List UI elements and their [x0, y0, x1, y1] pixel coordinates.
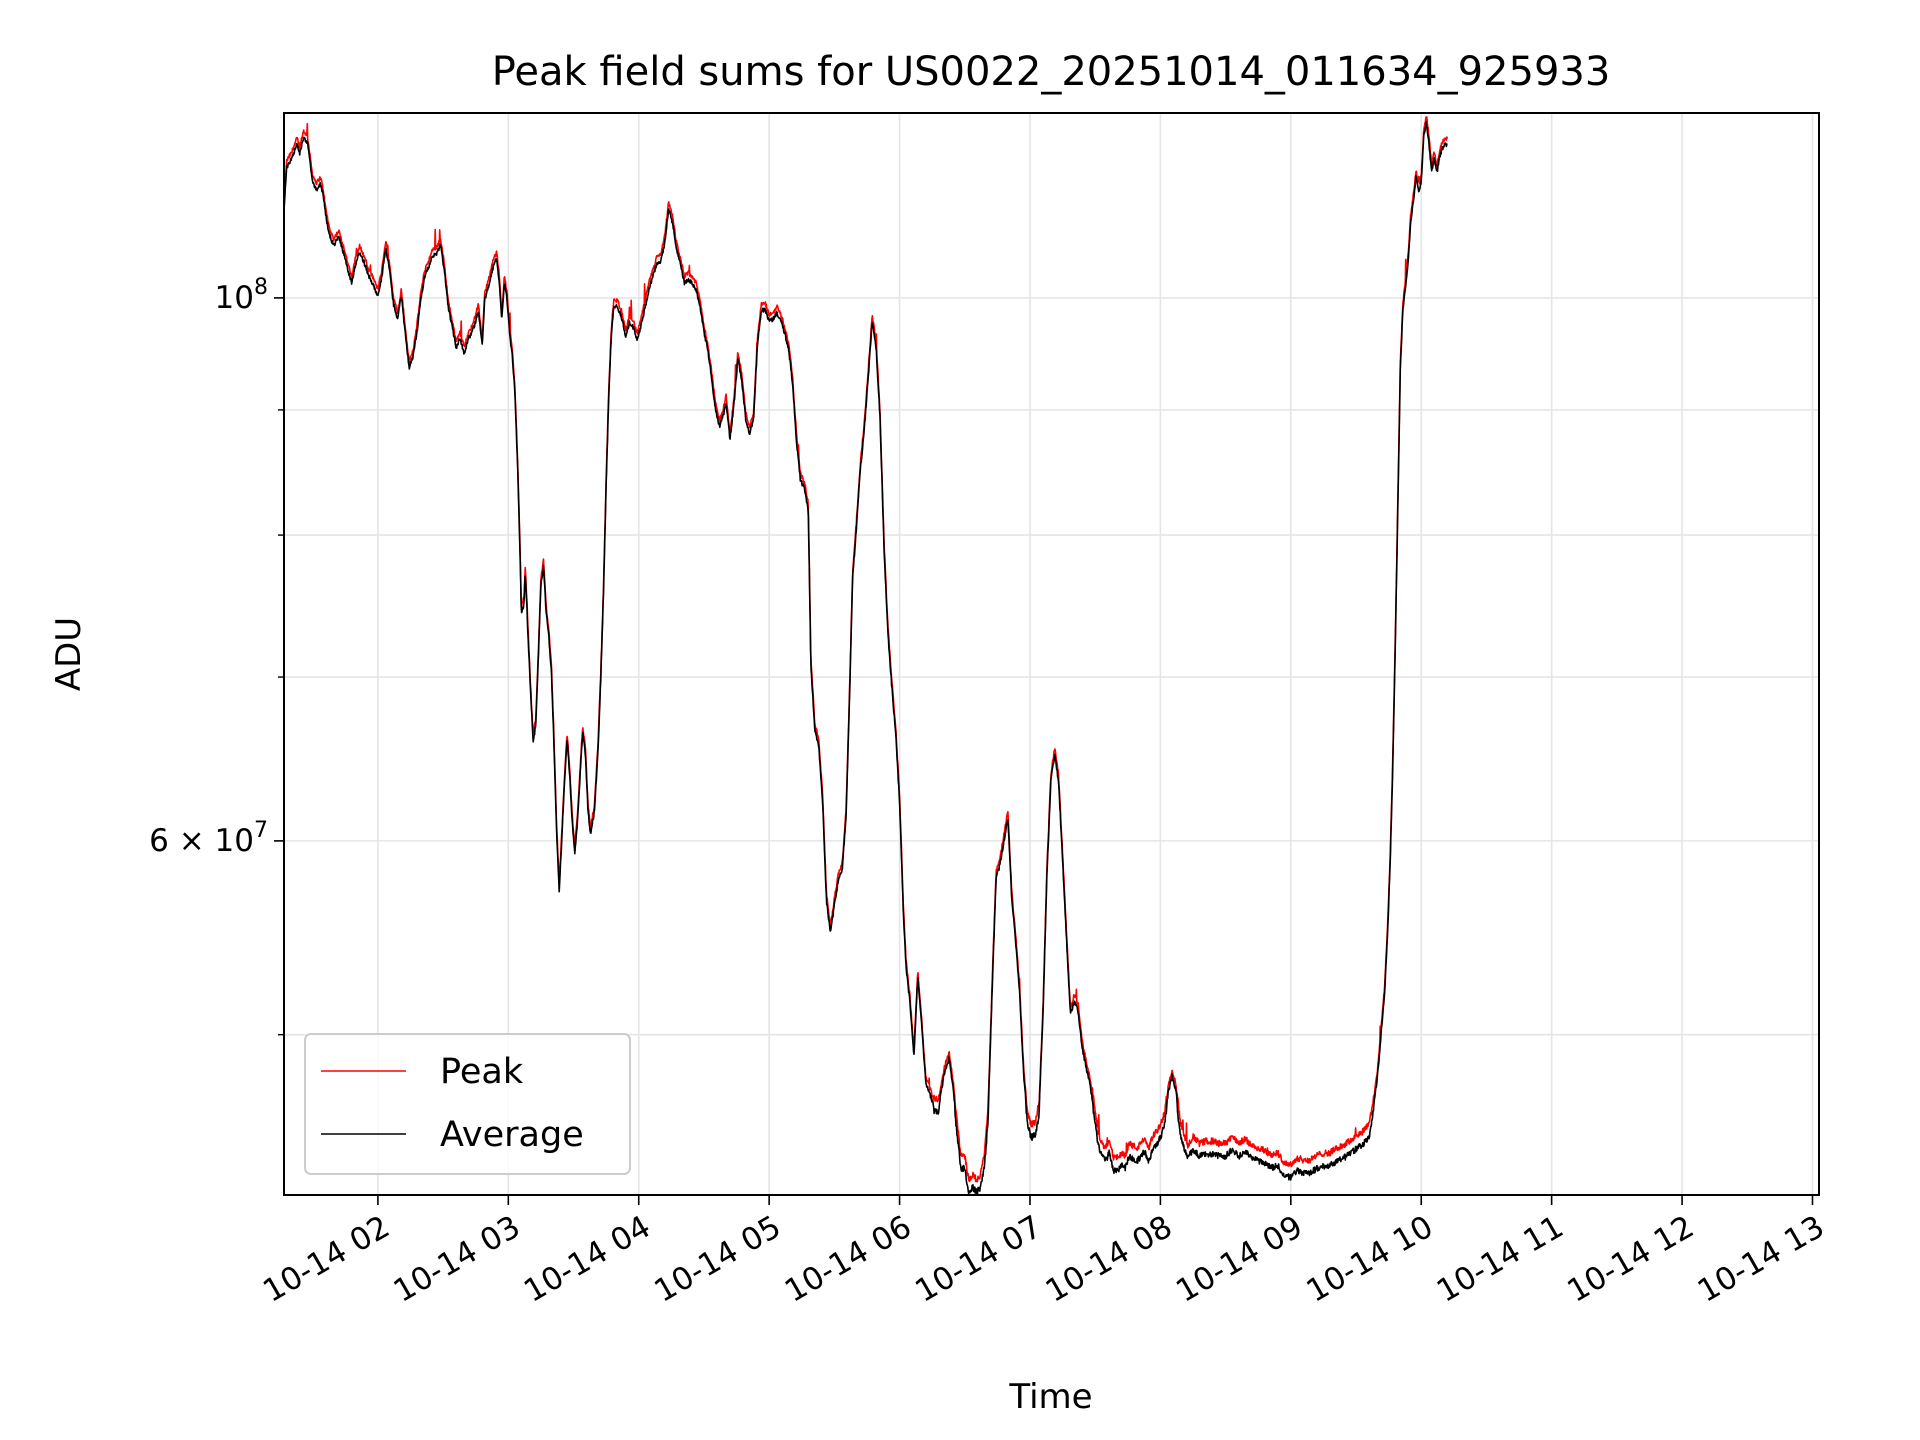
axes-frame	[283, 112, 1820, 1196]
grid-lines	[284, 113, 1819, 1195]
chart-title: Peak field sums for US0022_20251014_0116…	[492, 49, 1611, 95]
y-tick-label-base: 10	[215, 280, 254, 316]
legend-average-label: Average	[440, 1115, 584, 1155]
y-tick-label-exponent: 8	[254, 275, 268, 300]
legend-box	[304, 1033, 631, 1175]
series-average-line	[284, 120, 1448, 1195]
y-tick-label: 6 × 107	[149, 818, 268, 859]
y-tick-label: 108	[215, 275, 268, 316]
legend: Peak Average	[304, 1033, 631, 1175]
y-tick-label-base: 6 × 10	[149, 823, 254, 859]
plot-area	[284, 116, 1449, 1195]
y-axis: 108 6 × 107	[149, 275, 284, 1036]
x-axis-label: Time	[1008, 1377, 1092, 1417]
y-axis-label: ADU	[49, 617, 89, 691]
y-tick-label-exponent: 7	[254, 818, 268, 843]
legend-peak-label: Peak	[440, 1052, 524, 1092]
